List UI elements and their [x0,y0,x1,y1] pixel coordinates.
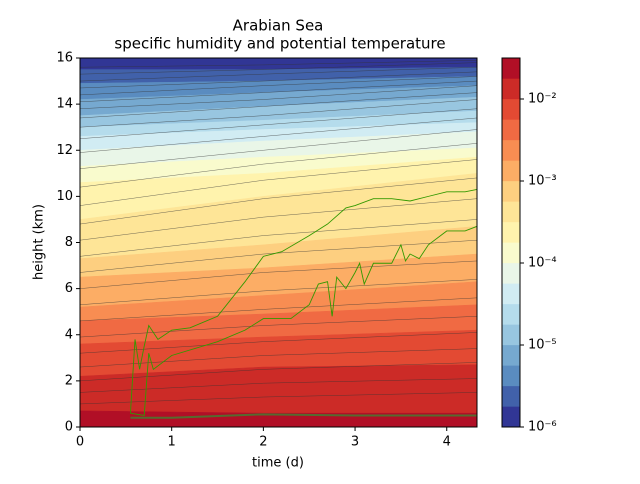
colorbar-tick-label: 10⁻⁴ [528,255,557,270]
contour-band [80,281,477,322]
contour-band [80,58,477,70]
colorbar-segment [501,78,521,100]
contour-band [80,85,477,116]
theta-contour [80,159,477,206]
colorbar-frame [501,57,521,428]
plot-area [80,58,477,427]
colorbar-tick-label: 10⁻⁵ [528,337,557,352]
contour-band [80,66,477,84]
x-tick-label: 1 [168,435,176,450]
contour-band [80,410,477,427]
theta-contour [80,80,477,103]
contour-band [80,147,477,183]
theta-contour [80,198,477,241]
colorbar-segment [501,406,521,428]
contour-band [80,96,477,128]
theta-contour [80,99,477,128]
theta-contour [80,297,477,322]
theta-contour [80,378,477,393]
contour-band [80,156,477,220]
colorbar-tick-label: 10⁻² [528,91,557,106]
colorbar-segment [501,98,521,120]
y-tick-label: 0 [65,420,73,435]
chart-title: Arabian Sea [233,17,324,35]
theta-contour [80,316,477,338]
contour-band [80,364,477,414]
theta-contour [80,279,477,306]
colorbar-tick-label: 10⁻⁶ [528,420,557,435]
x-tick-label: 3 [351,435,359,450]
y-tick-label: 6 [65,281,73,296]
chart-subtitle: specific humidity and potential temperat… [114,35,445,53]
theta-contour [80,362,477,382]
x-axis-label: time (d) [252,456,304,471]
theta-contour [80,219,477,257]
theta-contour [80,117,477,153]
colorbar-segment [501,201,521,223]
theta-contour [80,129,477,169]
x-tick-label: 4 [443,435,451,450]
theta-contour [80,143,477,188]
y-tick-label: 14 [56,97,73,112]
colorbar-segment [501,57,521,79]
colorbar-segment [501,160,521,182]
contour-band [80,226,477,278]
colorbar-segment [501,180,521,202]
y-tick-label: 2 [65,373,73,388]
colorbar-tick-label: 10⁻³ [528,173,557,188]
series-line [130,225,477,416]
theta-contour [80,177,477,225]
contour-band [80,329,477,377]
theta-contour [80,62,477,75]
y-tick-label: 12 [56,143,73,158]
theta-contour [80,66,477,82]
colorbar-segment [501,324,521,346]
x-tick-label: 2 [259,435,267,450]
colorbar-segment [501,139,521,161]
y-tick-label: 10 [56,189,73,204]
colorbar-segment [501,262,521,284]
theta-contour [80,392,477,405]
contour-band [80,76,477,100]
colorbar-segment [501,283,521,305]
colorbar-segment [501,119,521,141]
x-tick-label: 0 [76,435,84,450]
y-tick-label: 16 [56,51,73,66]
contour-band [80,304,477,345]
theta-contour [80,76,477,96]
colorbar-segment [501,221,521,243]
contour-band [80,253,477,308]
y-tick-label: 4 [65,327,73,342]
theta-contour [80,260,477,289]
contour-band [80,131,477,167]
theta-contour [80,239,477,273]
theta-contour [80,60,477,68]
series-line [130,413,477,419]
colorbar-segment [501,242,521,264]
theta-contour [80,85,477,109]
colorbar-segment [501,344,521,366]
theta-contour [80,332,477,354]
theta-contour [80,92,477,119]
colorbar-segment [501,365,521,387]
theta-contour [80,71,477,89]
y-axis-label: height (km) [32,204,47,280]
colorbar-segment [501,303,521,325]
theta-contour [80,108,477,139]
contour-band [80,122,477,151]
series-line [129,189,477,414]
y-tick-label: 8 [65,235,73,250]
colorbar-segment [501,385,521,407]
